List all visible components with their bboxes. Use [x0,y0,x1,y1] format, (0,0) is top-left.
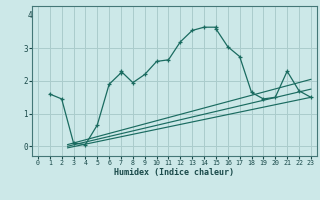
X-axis label: Humidex (Indice chaleur): Humidex (Indice chaleur) [115,168,234,177]
Text: 4: 4 [28,11,32,20]
